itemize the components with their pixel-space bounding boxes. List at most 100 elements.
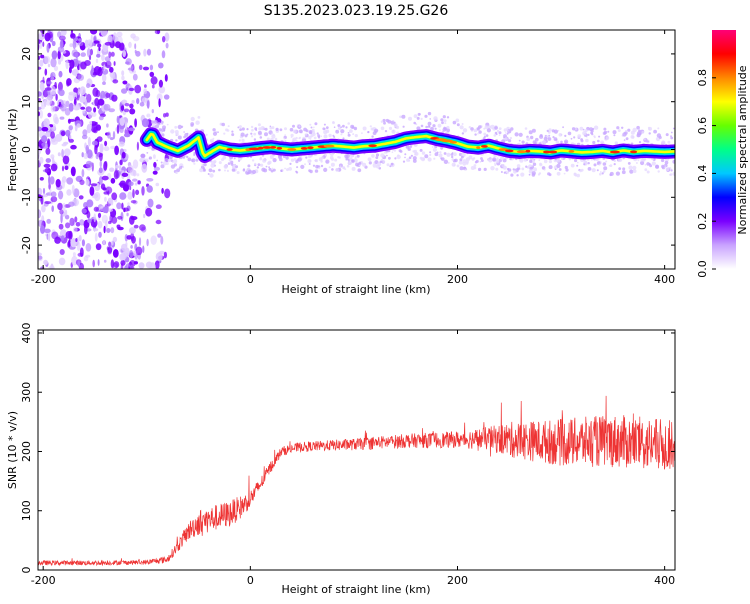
trace-halo-point [331,157,334,161]
noise-blob [142,245,145,253]
trace-halo-point [292,124,295,128]
trace-halo-point [317,136,321,139]
trace-halo-point [318,166,321,169]
trace-halo-point [625,137,629,141]
trace-halo-point [441,121,444,125]
trace-halo-point [390,120,395,125]
trace-halo-point [308,135,312,140]
trace-halo-point [257,130,262,135]
trace-halo-point [576,164,579,167]
trace-halo-point [518,139,521,142]
trace-halo-point [382,118,386,123]
trace-halo-point [576,173,580,178]
trace-halo-point [278,155,282,159]
trace-halo-point [638,141,642,144]
noise-blob [119,164,122,172]
noise-blob [71,184,75,195]
trace-halo-point [309,123,312,126]
trace-halo-point [521,167,525,171]
noise-blob [93,35,97,42]
noise-blob [118,182,126,186]
noise-blob [79,86,86,96]
noise-blob [81,239,85,247]
trace-halo-point [187,157,192,162]
trace-halo-point [263,168,268,173]
noise-blob [87,218,92,223]
noise-blob [46,233,49,240]
noise-blob [118,141,125,147]
trace-peak [307,146,314,150]
noise-blob [90,30,98,35]
trace-halo-point [239,128,243,132]
trace-halo-point [266,137,270,141]
noise-blob [136,141,139,151]
noise-blob [125,58,132,66]
trace-halo-point [490,166,495,171]
snr-x-axis-label: Height of straight line (km) [281,583,430,596]
noise-blob [103,64,106,71]
trace-halo-point [442,115,446,119]
noise-blob [151,84,155,89]
noise-blob [64,165,69,171]
noise-blob [38,146,42,156]
trace-halo-point [661,140,666,145]
trace-halo-point [553,129,559,134]
noise-blob [116,124,120,135]
noise-blob [51,205,54,212]
noise-blob [86,199,94,208]
trace-halo-point [197,116,201,119]
trace-halo-point [295,171,299,174]
trace-halo-point [453,152,457,157]
trace-halo-point [158,128,162,132]
trace-peak [226,148,233,151]
noise-blob [120,105,125,111]
noise-blob [58,70,63,78]
noise-blob [92,71,98,76]
trace-halo-point [260,163,264,167]
trace-halo-point [145,158,149,163]
noise-blob [51,50,58,60]
trace-halo-point [587,167,592,171]
trace-halo-point [516,164,521,168]
trace-halo-point [665,167,670,171]
trace-halo-point [293,129,297,134]
noise-blob [155,219,162,225]
noise-blob [46,43,50,53]
trace-halo-point [507,168,512,172]
trace-halo-point [500,156,505,161]
trace-halo-point [151,120,155,124]
trace-halo-point [482,137,486,140]
noise-blob [115,41,121,49]
trace-halo-point [358,164,361,167]
x-tick-label: 400 [654,574,675,587]
trace-halo-point [200,165,205,169]
noise-blob [110,51,115,57]
noise-blob [57,202,63,211]
trace-halo-point [602,170,606,173]
trace-halo-point [368,161,372,165]
spectrogram-panel: -200 0 200 400 -20 -10 0 10 20 Height of straig… [6,29,749,296]
trace-halo-point [253,138,257,141]
noise-blob [44,228,51,234]
trace-halo-point [509,157,512,161]
trace-peak [248,147,261,151]
trace-halo-point [431,146,434,148]
trace-halo-point [531,128,536,133]
trace-halo-point [256,166,260,169]
noise-blob [149,262,156,269]
trace-halo-point [539,163,543,167]
noise-blob [50,73,53,80]
y-tick-label: 400 [20,322,33,343]
trace-halo-point [639,133,642,135]
noise-blob [111,94,118,102]
trace-halo-point [339,165,342,168]
noise-blob [38,33,42,40]
noise-blob [45,96,52,106]
trace-halo-point [646,162,650,166]
noise-blob [150,235,157,245]
noise-blob [39,109,44,119]
trace-halo-point [152,123,156,127]
trace-halo-point [283,137,286,140]
trace-peak [505,149,514,153]
noise-blob [58,257,66,266]
